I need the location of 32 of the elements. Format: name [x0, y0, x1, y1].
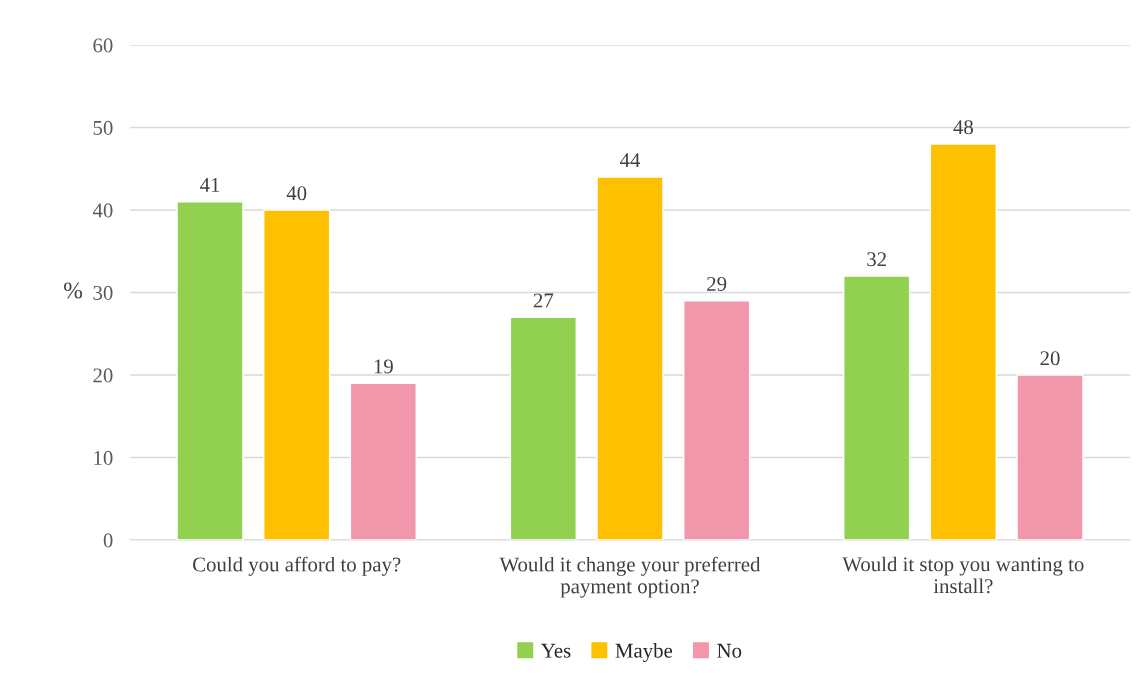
y-tick-label: 10	[94, 450, 113, 465]
y-tick-label: 40	[92, 203, 113, 218]
y-tick-label: 50	[93, 120, 113, 135]
data-label: 19	[374, 359, 393, 374]
x-tick-label: Would it change your preferred payment option?	[499, 556, 761, 598]
bar	[263, 209, 331, 540]
bar	[683, 300, 751, 540]
legend-label: Maybe	[615, 643, 673, 662]
legend-label: Yes	[541, 643, 571, 658]
bar	[843, 275, 911, 540]
bar	[929, 143, 997, 540]
bar	[596, 176, 664, 540]
data-label: 27	[533, 293, 554, 308]
data-label: 20	[1040, 351, 1060, 366]
x-tick-label: Would it stop you wanting to install?	[842, 556, 1084, 594]
data-label: 40	[286, 186, 307, 201]
bar	[349, 382, 417, 540]
x-tick-label: Could you afford to pay?	[192, 556, 401, 576]
bar	[509, 316, 577, 540]
data-label: 41	[199, 178, 220, 192]
y-tick-label: 30	[93, 285, 113, 300]
y-tick-label: 20	[93, 368, 113, 383]
data-label: 48	[953, 120, 973, 135]
bar	[176, 201, 244, 540]
legend-label: No	[717, 643, 742, 658]
y-axis-title: %	[64, 282, 83, 299]
data-label: 44	[619, 153, 641, 168]
data-label: 29	[707, 276, 727, 291]
y-tick-label: 60	[93, 38, 113, 53]
data-label: 32	[867, 252, 886, 267]
bar	[1016, 374, 1084, 540]
y-tick-label: 0	[103, 533, 113, 548]
